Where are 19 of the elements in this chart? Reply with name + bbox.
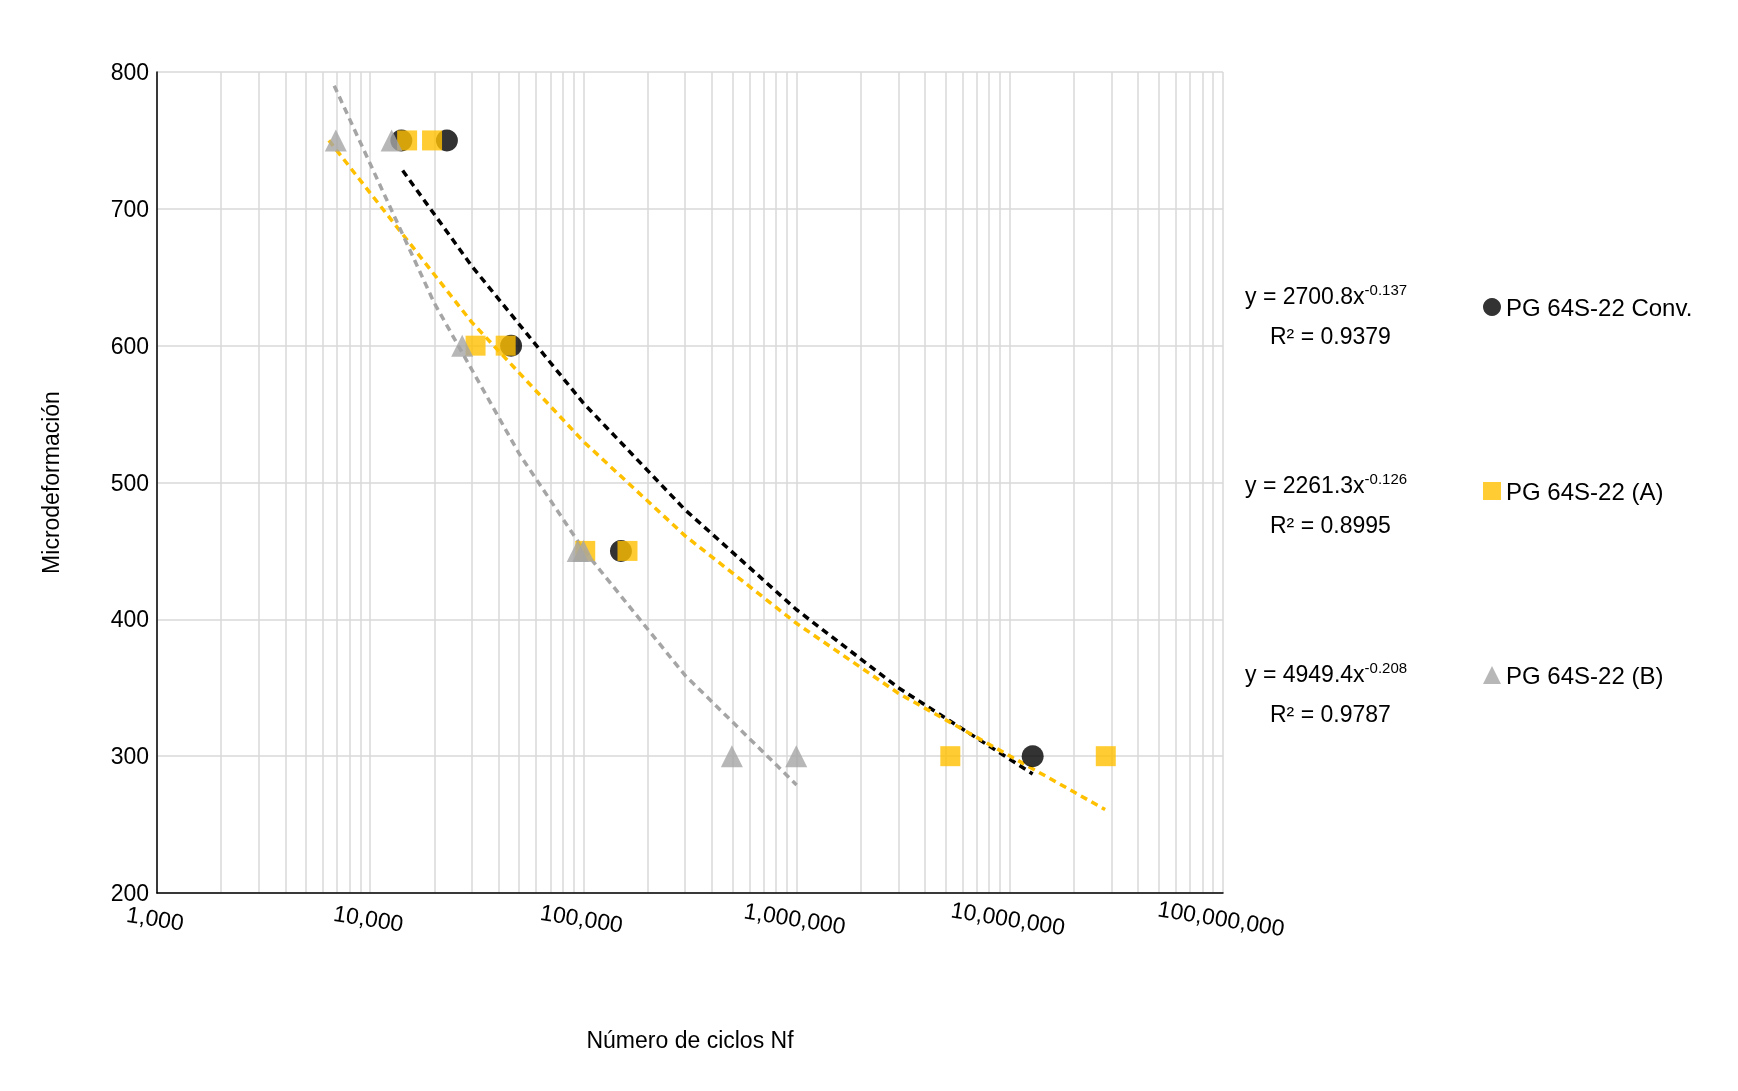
- x-tick-label: 100,000,000: [1156, 895, 1287, 942]
- x-tick-label: 1,000,000: [742, 897, 848, 940]
- x-axis-title: Número de ciclos Nf: [586, 1026, 795, 1053]
- legend-label: PG 64S-22 (B): [1506, 661, 1664, 689]
- x-tick-label: 100,000: [538, 899, 625, 938]
- y-tick-label: 400: [110, 606, 149, 633]
- legend-label: PG 64S-22 (A): [1506, 477, 1664, 505]
- y-tick-label: 800: [110, 59, 149, 85]
- y-tick-label: 700: [110, 195, 149, 222]
- y-axis-title: Microdeformación: [37, 391, 64, 574]
- x-tick-label: 10,000,000: [949, 896, 1067, 941]
- text: R² = 0.9787: [1270, 700, 1391, 727]
- text: R² = 0.8995: [1270, 511, 1391, 538]
- y-tick-label: 300: [110, 743, 149, 770]
- text: R² = 0.9379: [1270, 322, 1391, 349]
- x-tick-label: 10,000: [331, 900, 406, 937]
- y-tick-label: 500: [110, 469, 149, 496]
- legend-label: PG 64S-22 Conv.: [1506, 293, 1693, 321]
- y-tick-label: 600: [110, 332, 149, 359]
